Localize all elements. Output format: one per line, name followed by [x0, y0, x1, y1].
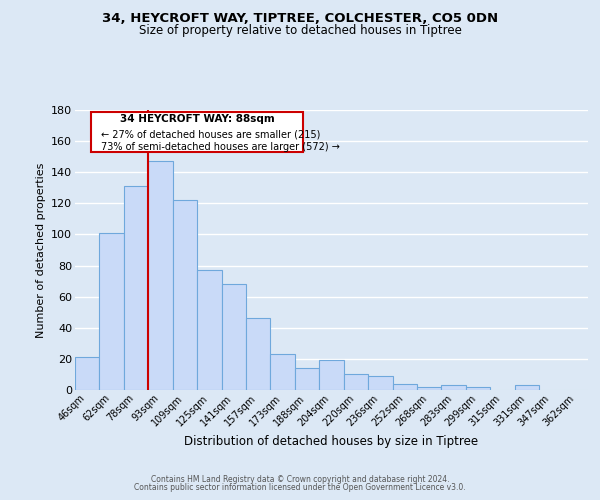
Text: Size of property relative to detached houses in Tiptree: Size of property relative to detached ho…: [139, 24, 461, 37]
Bar: [173, 200, 197, 390]
Bar: [515, 386, 539, 390]
Bar: [344, 374, 368, 390]
Bar: [197, 270, 221, 390]
Text: Contains public sector information licensed under the Open Government Licence v3: Contains public sector information licen…: [134, 484, 466, 492]
Bar: [124, 186, 148, 390]
Bar: [442, 386, 466, 390]
X-axis label: Distribution of detached houses by size in Tiptree: Distribution of detached houses by size …: [184, 434, 479, 448]
Text: ← 27% of detached houses are smaller (215): ← 27% of detached houses are smaller (21…: [101, 130, 320, 140]
Bar: [392, 384, 417, 390]
Bar: [295, 368, 319, 390]
Bar: [466, 387, 490, 390]
Text: 34 HEYCROFT WAY: 88sqm: 34 HEYCROFT WAY: 88sqm: [120, 114, 275, 124]
Y-axis label: Number of detached properties: Number of detached properties: [35, 162, 46, 338]
FancyBboxPatch shape: [91, 112, 304, 152]
Bar: [246, 318, 271, 390]
Bar: [148, 162, 173, 390]
Bar: [417, 387, 442, 390]
Text: 73% of semi-detached houses are larger (572) →: 73% of semi-detached houses are larger (…: [101, 142, 340, 152]
Bar: [100, 233, 124, 390]
Bar: [319, 360, 344, 390]
Bar: [271, 354, 295, 390]
Bar: [368, 376, 392, 390]
Text: 34, HEYCROFT WAY, TIPTREE, COLCHESTER, CO5 0DN: 34, HEYCROFT WAY, TIPTREE, COLCHESTER, C…: [102, 12, 498, 26]
Text: Contains HM Land Registry data © Crown copyright and database right 2024.: Contains HM Land Registry data © Crown c…: [151, 474, 449, 484]
Bar: [75, 358, 100, 390]
Bar: [221, 284, 246, 390]
